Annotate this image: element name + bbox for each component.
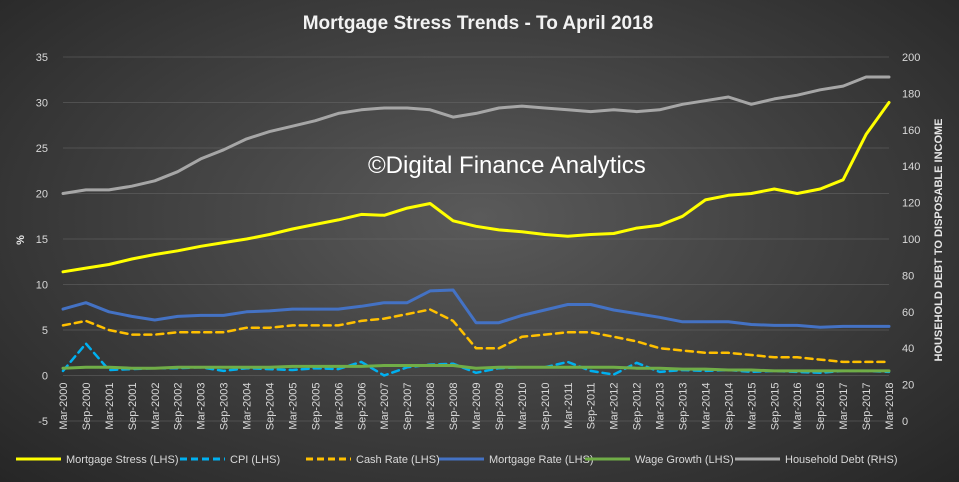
y-tick-label: 20 xyxy=(36,189,48,201)
legend-label: Mortgage Rate (LHS) xyxy=(489,454,594,466)
x-tick-label: Sep-2017 xyxy=(861,383,873,431)
y-tick-label: 10 xyxy=(36,280,48,292)
y2-tick-label: 0 xyxy=(902,416,908,428)
x-tick-label: Mar-2008 xyxy=(425,383,437,430)
x-axis-ticks: Mar-2000 Sep-2000 Mar-2001 Sep-2001 Mar-2002… xyxy=(58,383,896,431)
watermark: ©Digital Finance Analytics xyxy=(368,152,646,179)
x-tick-label: Mar-2009 xyxy=(471,383,483,430)
series-line-4 xyxy=(61,364,891,373)
x-tick-label: Mar-2002 xyxy=(150,383,162,430)
x-tick-label: Sep-2003 xyxy=(219,383,231,431)
x-tick-label: Sep-2002 xyxy=(173,383,185,431)
legend-label: Cash Rate (LHS) xyxy=(356,454,440,466)
x-tick-label: Mar-2018 xyxy=(884,383,896,430)
x-tick-label: Sep-2014 xyxy=(723,383,735,431)
y-tick-label: 5 xyxy=(42,325,48,337)
y2-tick-label: 140 xyxy=(902,161,920,173)
x-tick-label: Sep-2013 xyxy=(678,383,690,431)
y2-tick-label: 20 xyxy=(902,380,914,392)
gridlines xyxy=(63,56,889,422)
y-tick-label: 25 xyxy=(36,143,48,155)
x-tick-label: Mar-2004 xyxy=(242,383,254,430)
x-tick-label: Mar-2010 xyxy=(517,383,529,430)
x-tick-label: Sep-2015 xyxy=(769,383,781,431)
y2-tick-label: 100 xyxy=(902,234,920,246)
y-tick-label: -5 xyxy=(38,416,48,428)
x-tick-label: Mar-2014 xyxy=(700,383,712,430)
left-axis-ticks: -5 0 5 10 15 20 25 30 35 xyxy=(36,52,48,428)
y-tick-label: 15 xyxy=(36,234,48,246)
y2-tick-label: 180 xyxy=(902,88,920,100)
x-tick-label: Mar-2017 xyxy=(838,383,850,430)
x-tick-label: Mar-2005 xyxy=(287,383,299,430)
x-tick-label: Sep-2006 xyxy=(356,383,368,431)
y2-tick-label: 80 xyxy=(902,270,914,282)
legend-label: CPI (LHS) xyxy=(230,454,280,466)
legend: Mortgage Stress (LHS) CPI (LHS) Cash Rate … xyxy=(16,454,898,466)
series-lines xyxy=(61,75,891,377)
x-tick-label: Mar-2001 xyxy=(104,383,116,430)
x-tick-label: Sep-2004 xyxy=(265,383,277,431)
right-axis-ticks: 0 20 40 60 80 100 120 140 160 180 200 xyxy=(902,52,920,428)
y-tick-label: 35 xyxy=(36,52,48,64)
right-axis-title: HOUSEHOLD DEBT TO DISPOSABLE INCOME xyxy=(933,118,945,361)
legend-label: Mortgage Stress (LHS) xyxy=(66,454,178,466)
x-tick-label: Mar-2003 xyxy=(196,383,208,430)
x-tick-label: Sep-2012 xyxy=(632,383,644,431)
x-tick-label: Sep-2007 xyxy=(402,383,414,431)
y-tick-label: 30 xyxy=(36,98,48,110)
x-tick-label: Mar-2007 xyxy=(379,383,391,430)
left-axis-title: % xyxy=(15,235,27,245)
chart-title: Mortgage Stress Trends - To April 2018 xyxy=(303,13,654,34)
x-tick-label: Mar-2000 xyxy=(58,383,70,430)
x-tick-label: Sep-2000 xyxy=(81,383,93,431)
x-tick-label: Mar-2006 xyxy=(333,383,345,430)
y2-tick-label: 40 xyxy=(902,343,914,355)
x-tick-label: Sep-2009 xyxy=(494,383,506,431)
x-tick-label: Mar-2012 xyxy=(609,383,621,430)
x-tick-label: Sep-2010 xyxy=(540,383,552,431)
x-tick-label: Mar-2013 xyxy=(655,383,667,430)
y2-tick-label: 60 xyxy=(902,307,914,319)
x-tick-label: Sep-2016 xyxy=(815,383,827,431)
x-tick-label: Sep-2005 xyxy=(310,383,322,431)
y2-tick-label: 120 xyxy=(902,198,920,210)
series-line-2 xyxy=(61,308,891,364)
y2-tick-label: 160 xyxy=(902,125,920,137)
y2-tick-label: 200 xyxy=(902,52,920,64)
legend-label: Household Debt (RHS) xyxy=(785,454,898,466)
x-tick-label: Mar-2016 xyxy=(792,383,804,430)
x-tick-label: Mar-2011 xyxy=(563,383,575,429)
x-tick-label: Sep-2001 xyxy=(127,383,139,431)
x-tick-label: Sep-2011 xyxy=(586,383,598,430)
legend-label: Wage Growth (LHS) xyxy=(635,454,734,466)
series-line-0 xyxy=(61,101,891,274)
series-line-5 xyxy=(61,75,891,195)
x-tick-label: Sep-2008 xyxy=(448,383,460,431)
series-line-3 xyxy=(61,288,891,329)
y-tick-label: 0 xyxy=(42,371,48,383)
x-tick-label: Mar-2015 xyxy=(746,383,758,430)
